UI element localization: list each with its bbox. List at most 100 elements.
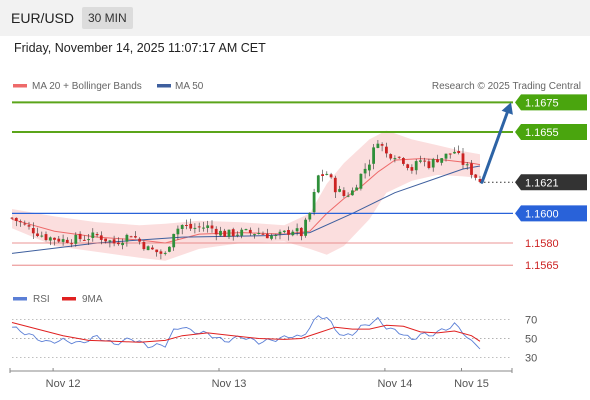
credit-text: Research © 2025 Trading Central: [432, 81, 581, 92]
candle-body: [125, 234, 129, 242]
price-level-label: 1.1580: [525, 238, 559, 250]
time-axis: Nov 12 Nov 13 Nov 14 Nov 15: [46, 368, 489, 390]
candle-body: [91, 232, 95, 238]
ma50-legend-swatch: [157, 84, 171, 88]
price-level-tag: [515, 94, 587, 111]
ma20-legend-swatch: [13, 84, 27, 88]
candle-body: [359, 173, 363, 189]
candles: [10, 140, 482, 260]
candle-body: [410, 167, 414, 171]
rsi-tick-label: 50: [525, 334, 537, 346]
candle-body: [419, 160, 422, 162]
candle-body: [180, 225, 184, 229]
candle-body: [291, 231, 295, 236]
candle-body: [159, 251, 163, 254]
candle-body: [27, 225, 31, 227]
header-bar: EUR/USD 30 MIN: [0, 0, 590, 36]
candle-body: [138, 238, 141, 242]
candle-body: [53, 237, 56, 240]
candle-body: [368, 164, 371, 171]
candle-body: [465, 164, 469, 166]
candle-body: [129, 236, 133, 238]
candle-body: [338, 189, 341, 192]
candle-body: [406, 164, 410, 168]
candle-body: [248, 229, 252, 233]
candle-body: [257, 233, 261, 234]
candle-body: [14, 217, 18, 221]
projection-arrow-head: [501, 102, 513, 115]
price-level-label: 1.1655: [525, 127, 559, 139]
candle-body: [261, 233, 265, 235]
candle-body: [214, 228, 218, 235]
candle-body: [23, 223, 27, 225]
candle-body: [389, 154, 393, 159]
time-tick-label: Nov 13: [212, 378, 247, 390]
candle-body: [151, 247, 154, 250]
candle-body: [223, 230, 227, 237]
candle-body: [36, 233, 39, 236]
candle-body: [431, 159, 435, 168]
candle-body: [299, 227, 303, 237]
candle-body: [189, 223, 193, 229]
candle-body: [48, 237, 52, 241]
candle-body: [253, 234, 256, 236]
candle-body: [385, 146, 388, 154]
price-level-label: 1.1565: [525, 260, 559, 272]
bollinger-band-area: [12, 130, 480, 261]
candle-body: [99, 235, 103, 240]
candle-body: [142, 242, 146, 250]
rsi-ma-line: [11, 322, 481, 343]
candle-body: [112, 239, 116, 244]
candle-body: [355, 187, 358, 191]
candle-body: [117, 242, 120, 245]
candle-body: [436, 159, 439, 163]
candle-body: [244, 229, 248, 231]
bollinger-bands: [12, 130, 480, 261]
candle-body: [65, 239, 69, 243]
candle-body: [308, 212, 312, 220]
candle-body: [274, 235, 278, 236]
price-level-tag: [515, 124, 587, 140]
candle-body: [265, 233, 269, 239]
candle-body: [316, 175, 320, 193]
candle-body: [393, 158, 397, 160]
candle-body: [270, 235, 273, 239]
candle-body: [325, 173, 329, 175]
candle-body: [453, 151, 456, 154]
candle-body: [457, 151, 461, 153]
candle-body: [70, 243, 73, 245]
candle-body: [202, 227, 205, 229]
interval-badge[interactable]: 30 MIN: [82, 7, 133, 29]
candle-body: [193, 227, 197, 229]
candle-body: [333, 177, 337, 193]
candle-body: [95, 234, 99, 236]
candle-body: [372, 147, 375, 164]
candle-body: [10, 217, 14, 219]
candle-body: [231, 229, 235, 237]
candle-body: [176, 228, 180, 235]
candle-body: [210, 225, 214, 229]
candle-body: [57, 238, 61, 242]
candle-body: [44, 234, 48, 240]
price-level-labels: 1.1675 1.1655 1.1621 1.1600 1.1580 1.1565: [515, 94, 587, 272]
candle-body: [155, 249, 159, 253]
candle-body: [342, 190, 346, 196]
candle-body: [146, 246, 150, 251]
candle-body: [478, 179, 482, 182]
price-level-label: 1.1600: [525, 208, 559, 220]
rsi-legend-swatch: [13, 297, 27, 301]
candle-body: [295, 228, 299, 232]
candle-body: [440, 158, 444, 163]
price-level-label: 1.1621: [525, 177, 559, 189]
candle-body: [108, 240, 112, 242]
ma9-legend-swatch: [62, 297, 76, 301]
time-tick-label: Nov 12: [46, 378, 81, 390]
ma50-legend-label: MA 50: [175, 81, 204, 92]
ma20-legend-label: MA 20 + Bollinger Bands: [32, 81, 142, 92]
candle-body: [78, 233, 82, 240]
candle-body: [414, 161, 418, 171]
candle-body: [304, 219, 307, 236]
price-level-tag: [515, 174, 587, 191]
candle-body: [82, 239, 86, 241]
